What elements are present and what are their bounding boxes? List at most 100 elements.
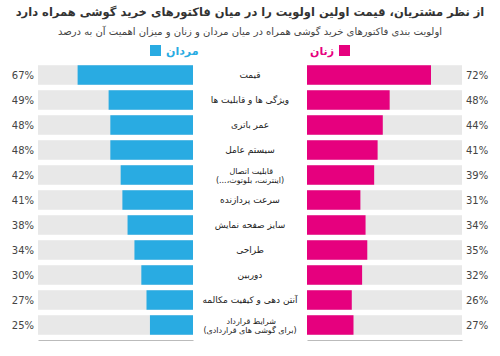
data-label: 34% [12, 245, 34, 256]
bar [307, 65, 431, 85]
data-label: 38% [12, 220, 34, 231]
label-line: شرایط قرارداد [224, 317, 276, 326]
subtitle: اولویت بندی فاکتورهای خرید گوشی همراه در… [58, 25, 442, 38]
bar [110, 140, 193, 160]
legend-swatch [339, 45, 350, 56]
track [38, 315, 193, 335]
bar [110, 115, 193, 135]
track [307, 315, 462, 335]
data-labels: 67% 49% 48% 48% 42% 41% 38% 34% 30% 27% 25% [12, 70, 34, 331]
bar [109, 90, 193, 110]
bar [307, 190, 360, 210]
data-label: 67% [12, 70, 34, 81]
bar [307, 240, 367, 260]
data-label: 27% [466, 320, 488, 331]
category-label: آنتن دهی و کیفیت مکالمه [202, 294, 298, 305]
data-label: 72% [466, 70, 488, 81]
axis-line [39, 340, 194, 341]
track [307, 65, 462, 85]
bar [134, 240, 193, 260]
data-label: 48% [12, 120, 34, 131]
x-axis [308, 340, 463, 341]
track [307, 215, 462, 235]
bar [307, 140, 378, 160]
track [307, 90, 462, 110]
bar [78, 65, 193, 85]
data-label: 35% [466, 245, 488, 256]
track [38, 190, 193, 210]
track [307, 165, 462, 185]
track [38, 165, 193, 185]
legend: مردان زنان [150, 45, 350, 58]
data-label: 34% [466, 220, 488, 231]
category-label: عمر باتری [231, 120, 269, 130]
tracks [38, 65, 462, 335]
bar [122, 190, 193, 210]
data-label: 32% [466, 270, 488, 281]
bar [307, 265, 362, 285]
category-label: قابلیت اتصال (اینترنت، بلوتوث،...) [216, 167, 284, 185]
chart-svg: از نظر مشتریان، قیمت اولین اولویت را در … [0, 0, 500, 356]
category-label: شرایط قرارداد (برای گوشی های قراردادی) [203, 317, 296, 335]
data-label: 42% [12, 170, 34, 181]
category-label: سایز صفحه نمایش [215, 220, 286, 230]
category-labels: قیمت ویژگی ها و قابلیت ها عمر باتری سیستم ع… [202, 70, 298, 334]
category-label: سرعت پردازنده [220, 195, 280, 205]
bar [147, 290, 194, 310]
bar [307, 290, 352, 310]
data-label: 41% [466, 145, 488, 156]
label-line: (اینترنت، بلوتوث،...) [216, 176, 284, 185]
track [307, 115, 462, 135]
track [38, 265, 193, 285]
data-label: 44% [466, 120, 488, 131]
data-label: 41% [12, 195, 34, 206]
track [38, 115, 193, 135]
bar [128, 215, 193, 235]
bar [307, 115, 383, 135]
track [38, 140, 193, 160]
bar [307, 165, 374, 185]
data-label: 48% [12, 145, 34, 156]
data-label: 25% [12, 320, 34, 331]
category-label: طراحی [236, 245, 264, 255]
data-label: 48% [466, 95, 488, 106]
label-line: (برای گوشی های قراردادی) [203, 325, 296, 335]
legend-label: زنان [310, 45, 334, 58]
track [38, 240, 193, 260]
chart-container: از نظر مشتریان، قیمت اولین اولویت را در … [0, 0, 500, 356]
track [307, 265, 462, 285]
data-label: 31% [466, 195, 488, 206]
category-label: دوربین [238, 270, 263, 280]
track [307, 240, 462, 260]
track [38, 290, 193, 310]
title: از نظر مشتریان، قیمت اولین اولویت را در … [16, 5, 485, 20]
bar [307, 315, 354, 335]
data-labels: 72% 48% 44% 41% 39% 31% 34% 35% 32% 26% 27% [466, 70, 488, 331]
category-label: سیستم عامل [225, 145, 275, 156]
track [38, 65, 193, 85]
track [38, 90, 193, 110]
track [38, 215, 193, 235]
bars [78, 65, 193, 335]
data-label: 26% [466, 295, 488, 306]
label-line: قابلیت اتصال [227, 167, 273, 176]
bar [150, 315, 193, 335]
bar [141, 265, 193, 285]
legend-swatch [150, 45, 161, 56]
axis-line [308, 340, 463, 341]
track [307, 290, 462, 310]
bar [121, 165, 193, 185]
bar [307, 215, 366, 235]
bar [307, 90, 390, 110]
track [307, 190, 462, 210]
data-label: 27% [12, 295, 34, 306]
legend-label: مردان [166, 45, 198, 58]
data-label: 39% [466, 170, 488, 181]
bars [307, 65, 431, 335]
track [307, 140, 462, 160]
x-axis [39, 340, 194, 341]
category-label: ویژگی ها و قابلیت ها [211, 94, 289, 105]
category-label: قیمت [239, 70, 260, 80]
data-label: 30% [12, 270, 34, 281]
data-label: 49% [12, 95, 34, 106]
